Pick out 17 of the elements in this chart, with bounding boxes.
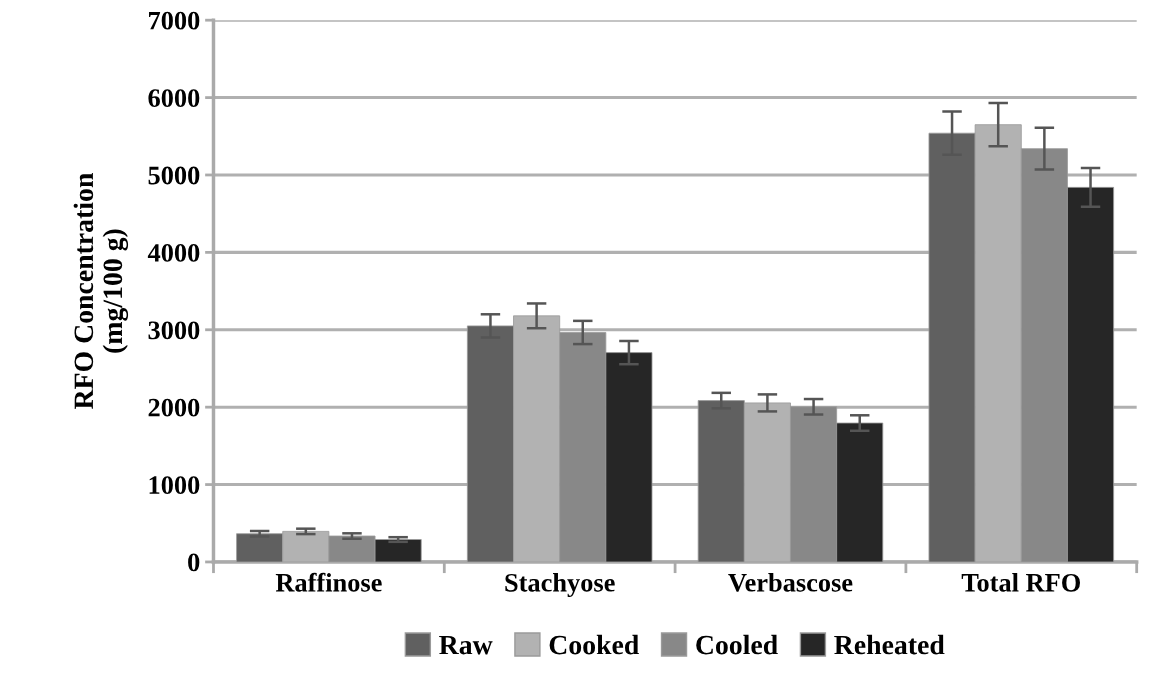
legend-label: Cooked [549, 634, 639, 655]
y-tick-label: 1000 [149, 476, 200, 494]
y-tick-label: 0 [188, 553, 200, 572]
y-tick-label: 3000 [148, 321, 200, 340]
y-tick-label: 6000 [148, 89, 200, 107]
legend-label: Reheated [834, 634, 945, 655]
x-tick-label: Verbascose [728, 573, 853, 592]
legend-label: Raw [439, 635, 493, 655]
x-tick-label: Stachyose [505, 573, 615, 598]
y-tick-label: 4000 [147, 243, 200, 262]
y-tick-label: 5000 [148, 166, 200, 185]
x-tick-label: Raffinose [275, 572, 382, 592]
y-tick-label: 2000 [148, 398, 200, 417]
y-axis-title: RFO Concentration (mg/100 g) [73, 173, 129, 410]
y-tick-label: 7000 [149, 11, 200, 30]
x-tick-label: Total RFO [961, 573, 1080, 592]
legend-label: Cooled [696, 634, 778, 655]
